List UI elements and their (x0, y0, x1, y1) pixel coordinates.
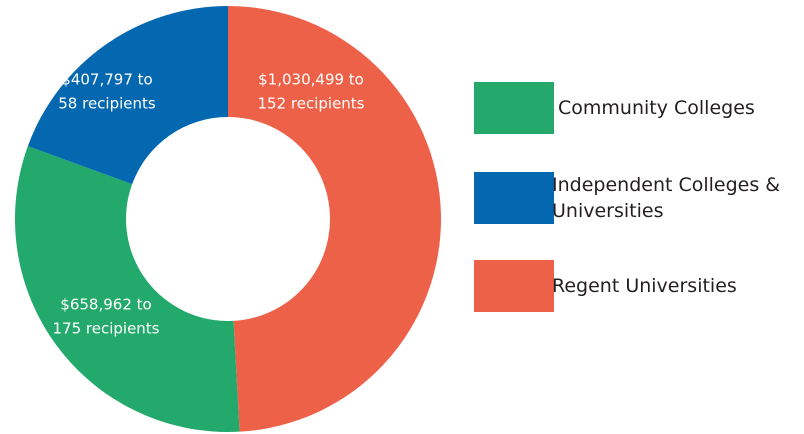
data-label: $1,030,499 to (258, 71, 364, 89)
legend-label: Community Colleges (558, 97, 755, 119)
donut-slice (228, 6, 441, 432)
legend-swatch (474, 260, 554, 312)
legend-label: Independent Colleges & Universities (552, 174, 781, 222)
data-label: $658,962 to (60, 296, 151, 314)
data-label: 152 recipients (258, 95, 365, 113)
data-label: 58 recipients (58, 95, 156, 113)
legend-swatch (474, 172, 554, 224)
data-label: 175 recipients (53, 320, 160, 338)
legend-item: Independent Colleges & Universities (474, 172, 782, 224)
donut-slice (15, 146, 240, 433)
legend-swatch (474, 82, 554, 134)
legend-item: Community Colleges (474, 82, 804, 134)
legend-label: Regent Universities (552, 275, 737, 297)
legend-item: Regent Universities (474, 260, 802, 312)
donut-slice (27, 6, 229, 185)
data-label: $407,797 to (61, 71, 152, 89)
